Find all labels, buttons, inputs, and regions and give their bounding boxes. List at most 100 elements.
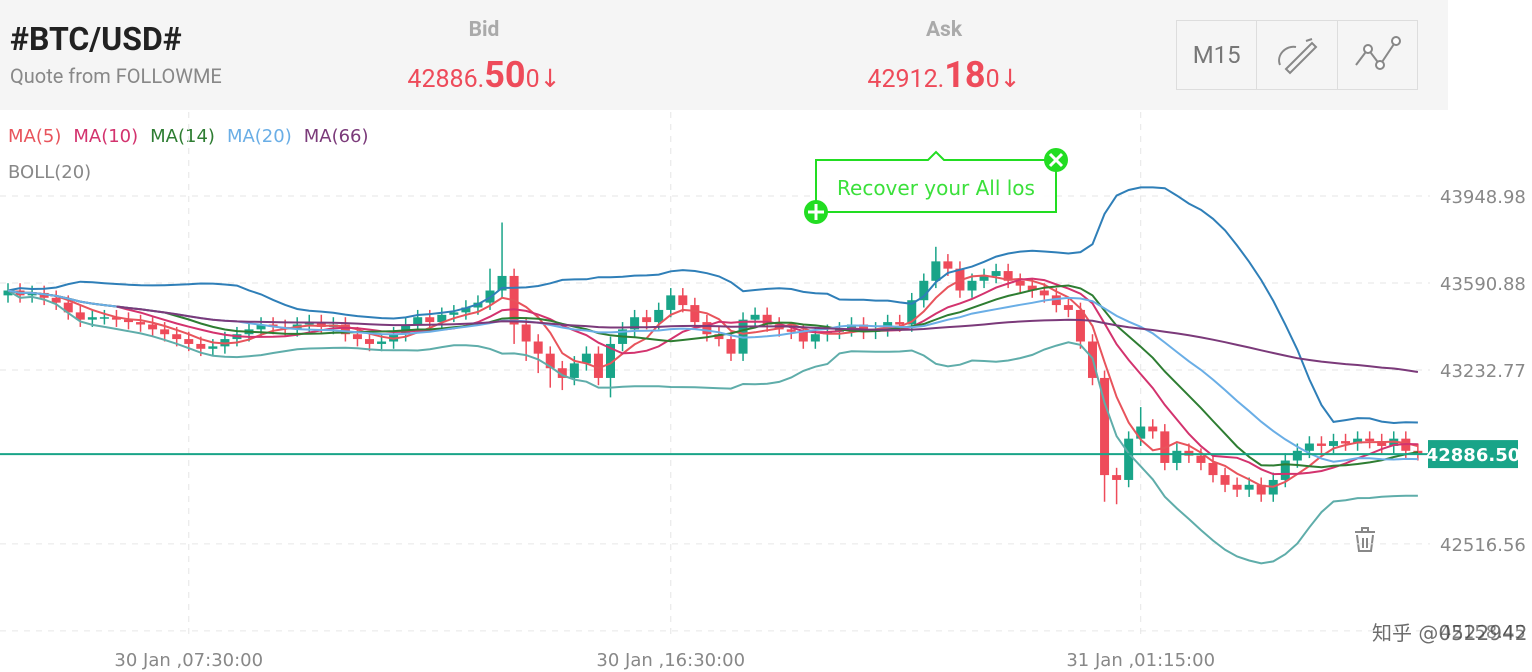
- candle-body: [1365, 438, 1375, 442]
- candle-body: [545, 353, 555, 369]
- candle-body: [1316, 443, 1326, 446]
- candle-body: [967, 280, 977, 291]
- candle-body: [437, 314, 447, 323]
- boll-label: BOLL(20): [8, 162, 91, 183]
- source: Quote from FOLLOWME: [10, 64, 222, 88]
- candle-body: [1280, 460, 1290, 480]
- trash-icon[interactable]: [1355, 527, 1375, 552]
- timeframe-button[interactable]: M15: [1177, 21, 1258, 89]
- candle-body: [39, 292, 49, 298]
- candle-body: [497, 275, 507, 291]
- candle-body: [1353, 438, 1363, 444]
- draw-icon: [1278, 38, 1318, 75]
- candle-body: [943, 261, 953, 269]
- candle-body: [401, 324, 411, 335]
- candle-body: [991, 271, 1001, 276]
- candle-body: [365, 339, 374, 344]
- candle-body: [87, 317, 97, 320]
- candle-body: [798, 331, 808, 342]
- legend-entry: MA(20): [227, 126, 292, 147]
- candle-body: [449, 312, 459, 315]
- last-price-label: 42886.50: [1426, 445, 1521, 466]
- symbol: #BTC/USD#: [10, 20, 182, 58]
- candle-body: [1136, 426, 1146, 439]
- candle-body: [63, 302, 73, 313]
- boll-upper: [7, 186, 1418, 425]
- candle-body: [1148, 426, 1158, 432]
- legend-entry: MA(10): [73, 126, 138, 147]
- candle-body: [895, 322, 905, 325]
- candle-body: [750, 314, 760, 320]
- candle-body: [75, 312, 85, 320]
- ma-line: [7, 274, 1419, 488]
- candle-body: [1051, 295, 1061, 306]
- candle-body: [1039, 290, 1049, 296]
- candle-body: [931, 261, 941, 281]
- y-tick-label: 42516.56: [1440, 535, 1526, 556]
- x-tick-label: 30 Jan ,16:30:00: [596, 650, 745, 671]
- candle-body: [678, 295, 688, 306]
- candle-body: [810, 334, 820, 342]
- candle-body: [160, 329, 170, 335]
- ask-arrow: ↓: [999, 65, 1021, 94]
- candle-body: [208, 346, 218, 349]
- candle-body: [979, 275, 989, 281]
- candle-body: [533, 341, 543, 354]
- candle-body: [907, 300, 917, 325]
- watermark: 知乎 @0522942: [1372, 621, 1527, 645]
- ask-tail: 0: [985, 65, 1000, 94]
- candle-body: [256, 324, 266, 330]
- candle-body: [413, 317, 423, 325]
- line-icon: [1355, 36, 1402, 70]
- bid-arrow: ↓: [539, 65, 561, 94]
- candle-body: [690, 305, 700, 323]
- draw-button[interactable]: [1257, 21, 1338, 89]
- header: #BTC/USD# Quote from FOLLOWME Bid 42886.…: [0, 0, 1448, 110]
- candle-body: [124, 319, 133, 323]
- bid-label: Bid: [468, 18, 500, 42]
- candle-body: [1124, 438, 1134, 480]
- candle-body: [1003, 271, 1013, 281]
- candle-body: [642, 317, 652, 323]
- ma-line: [7, 284, 1419, 469]
- candle-body: [569, 363, 579, 378]
- candle-body: [136, 322, 146, 325]
- candle-body: [1304, 443, 1314, 451]
- candle-body: [919, 280, 929, 301]
- candle-body: [1377, 441, 1387, 446]
- candle-body: [352, 334, 362, 340]
- candle-body: [316, 322, 326, 327]
- candle-body: [377, 341, 387, 344]
- line-button[interactable]: [1338, 21, 1417, 89]
- boll-lower: [7, 289, 1418, 565]
- candle-body: [1100, 377, 1110, 476]
- last-price-box: [1428, 440, 1518, 469]
- candle-body: [702, 322, 712, 335]
- candle-body: [1292, 450, 1302, 461]
- y-tick-label: 43948.98: [1440, 187, 1526, 208]
- annotation-move-x: [808, 204, 824, 220]
- candle-body: [1220, 475, 1230, 485]
- candle-body: [1208, 462, 1218, 476]
- annotation-close-x: [1048, 152, 1064, 168]
- ma-line: [116, 305, 1419, 373]
- candle-body: [581, 353, 591, 364]
- candle-body: [111, 317, 121, 320]
- legend-entry: MA(14): [150, 126, 215, 147]
- candle-body: [726, 339, 736, 354]
- annotation-box: [815, 150, 1057, 213]
- ask-price: 42912.180↓: [814, 54, 1074, 96]
- candle-body: [762, 314, 772, 325]
- candle-body: [786, 329, 796, 332]
- candle-body: [606, 343, 615, 378]
- candle-body: [1063, 305, 1073, 310]
- candle-body: [1341, 441, 1351, 444]
- x-tick-label: 30 Jan ,07:30:00: [114, 650, 263, 671]
- x-tick-label: 31 Jan ,01:15:00: [1066, 650, 1215, 671]
- candle-body: [3, 290, 13, 296]
- candle-body: [1015, 280, 1025, 286]
- ma-line: [7, 277, 1418, 476]
- y-tick-label: 42158.45: [1440, 622, 1526, 643]
- chart: MA(5) MA(10) MA(14) MA(20) MA(66) BOLL(20) 4…: [0, 112, 1527, 671]
- candle-body: [521, 324, 531, 342]
